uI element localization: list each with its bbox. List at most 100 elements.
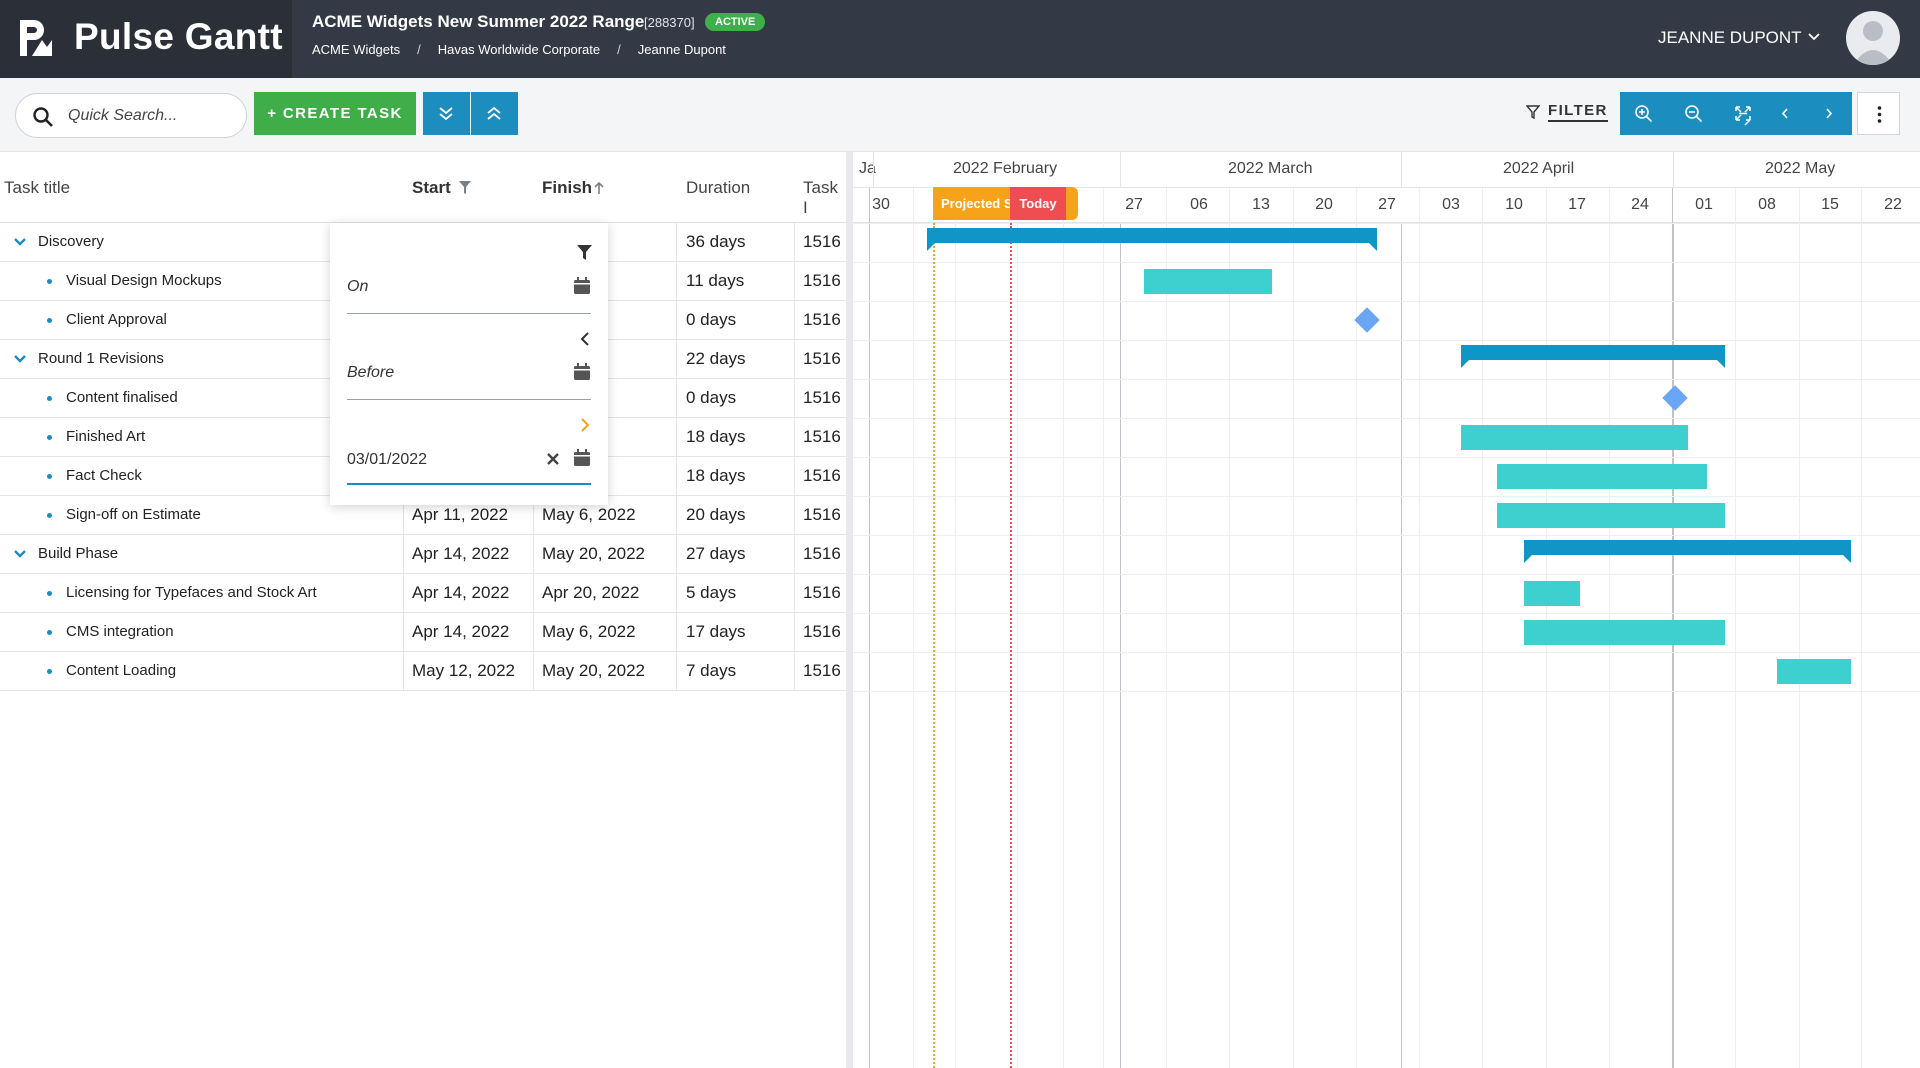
column-divider bbox=[794, 496, 795, 534]
week-label: 24 bbox=[1631, 196, 1649, 213]
projected-start-line bbox=[933, 223, 935, 1068]
task-start[interactable]: Apr 14, 2022 bbox=[412, 583, 510, 602]
task-title[interactable]: Discovery bbox=[38, 233, 104, 250]
task-title[interactable]: Licensing for Typefaces and Stock Art bbox=[66, 584, 317, 601]
task-finish[interactable]: May 6, 2022 bbox=[542, 622, 636, 641]
task-row[interactable]: Content Loading May 12, 2022 May 20, 2022 7… bbox=[0, 652, 846, 691]
task-title[interactable]: Content Loading bbox=[66, 662, 177, 679]
task-duration[interactable]: 17 days bbox=[686, 622, 746, 641]
more-options-button[interactable] bbox=[1857, 92, 1900, 135]
zoom-fit-button[interactable] bbox=[1720, 92, 1766, 135]
zoom-in-button[interactable] bbox=[1620, 92, 1666, 135]
task-duration[interactable]: 0 days bbox=[686, 310, 737, 329]
chevron-down-icon[interactable] bbox=[13, 236, 27, 248]
task-start[interactable]: Apr 14, 2022 bbox=[412, 622, 510, 641]
column-header-start[interactable]: Start bbox=[412, 178, 451, 197]
breadcrumb-company[interactable]: Havas Worldwide Corporate bbox=[437, 42, 601, 57]
calendar-icon[interactable] bbox=[573, 362, 591, 381]
task-finish[interactable]: Apr 20, 2022 bbox=[542, 583, 640, 602]
avatar[interactable] bbox=[1846, 11, 1900, 65]
column-header-title[interactable]: Task title bbox=[4, 178, 71, 197]
task-duration[interactable]: 18 days bbox=[686, 427, 746, 446]
week-gridline bbox=[1356, 188, 1357, 1068]
filter-button[interactable]: FILTER bbox=[1548, 102, 1608, 122]
chevron-down-icon[interactable] bbox=[1807, 30, 1821, 44]
bullet-icon bbox=[47, 474, 52, 479]
calendar-icon[interactable] bbox=[573, 276, 591, 295]
task-duration[interactable]: 20 days bbox=[686, 505, 746, 524]
filter-icon[interactable] bbox=[458, 180, 472, 196]
task-title[interactable]: Client Approval bbox=[66, 311, 167, 328]
collapse-all-button[interactable] bbox=[471, 92, 518, 135]
create-task-button[interactable]: + CREATE TASK bbox=[254, 92, 416, 135]
task-finish[interactable]: May 20, 2022 bbox=[542, 661, 646, 680]
task-start[interactable]: Apr 11, 2022 bbox=[412, 505, 509, 524]
task-start[interactable]: Apr 14, 2022 bbox=[412, 544, 510, 563]
clear-icon[interactable] bbox=[545, 451, 561, 467]
summary-bar[interactable] bbox=[1461, 345, 1725, 368]
month-label: 2022 May bbox=[1765, 160, 1836, 177]
task-bar[interactable] bbox=[1524, 581, 1580, 606]
task-bar[interactable] bbox=[1144, 269, 1272, 294]
task-duration[interactable]: 7 days bbox=[686, 661, 737, 680]
task-title[interactable]: Sign-off on Estimate bbox=[66, 506, 201, 523]
column-header-finish[interactable]: Finish bbox=[542, 178, 593, 197]
today-marker: Today bbox=[1010, 187, 1066, 220]
task-title[interactable]: Build Phase bbox=[38, 545, 119, 562]
task-title[interactable]: Content finalised bbox=[66, 389, 178, 406]
sort-ascending-icon[interactable] bbox=[593, 180, 605, 196]
search-input[interactable] bbox=[68, 104, 238, 128]
task-title[interactable]: CMS integration bbox=[66, 623, 174, 640]
task-row[interactable]: CMS integration Apr 14, 2022 May 6, 2022 17… bbox=[0, 613, 846, 652]
task-bar[interactable] bbox=[1497, 464, 1707, 489]
task-title[interactable]: Visual Design Mockups bbox=[66, 272, 222, 289]
task-row[interactable]: Sign-off on Estimate Apr 11, 2022 May 6, 2… bbox=[0, 496, 846, 535]
task-title[interactable]: Fact Check bbox=[66, 467, 142, 484]
task-finish[interactable]: May 6, 2022 bbox=[542, 505, 636, 524]
milestone-diamond[interactable] bbox=[1354, 307, 1380, 333]
user-menu[interactable]: JEANNE DUPONT bbox=[1658, 28, 1802, 47]
task-row[interactable]: Licensing for Typefaces and Stock Art Apr… bbox=[0, 574, 846, 613]
milestone-diamond[interactable] bbox=[1662, 385, 1688, 411]
quick-search[interactable] bbox=[15, 93, 247, 138]
next-button[interactable] bbox=[1806, 92, 1852, 135]
task-title[interactable]: Round 1 Revisions bbox=[38, 350, 164, 367]
task-bar[interactable] bbox=[1777, 659, 1851, 684]
breadcrumb-owner[interactable]: Jeanne Dupont bbox=[637, 42, 726, 57]
task-bar[interactable] bbox=[1524, 620, 1725, 645]
user-avatar-icon bbox=[1853, 21, 1893, 65]
summary-bar[interactable] bbox=[927, 228, 1377, 251]
task-bar[interactable] bbox=[1497, 503, 1725, 528]
task-duration[interactable]: 22 days bbox=[686, 349, 746, 368]
filter-on-input[interactable] bbox=[347, 313, 591, 314]
task-duration[interactable]: 0 days bbox=[686, 388, 737, 407]
task-duration[interactable]: 27 days bbox=[686, 544, 746, 563]
previous-button[interactable] bbox=[1762, 92, 1808, 135]
breadcrumb-client[interactable]: ACME Widgets bbox=[312, 42, 401, 57]
task-duration[interactable]: 18 days bbox=[686, 466, 746, 485]
grid-splitter[interactable] bbox=[846, 152, 853, 1068]
week-gridline bbox=[1229, 188, 1230, 1068]
filter-before-input[interactable] bbox=[347, 399, 591, 400]
task-title[interactable]: Finished Art bbox=[66, 428, 146, 445]
breadcrumb-separator: / bbox=[617, 42, 621, 57]
task-finish[interactable]: May 20, 2022 bbox=[542, 544, 646, 563]
column-header-duration[interactable]: Duration bbox=[686, 178, 751, 197]
calendar-icon[interactable] bbox=[573, 448, 591, 467]
task-duration[interactable]: 36 days bbox=[686, 232, 746, 251]
column-header-task[interactable]: Task I bbox=[803, 178, 838, 217]
task-duration[interactable]: 11 days bbox=[686, 271, 745, 290]
expand-all-button[interactable] bbox=[423, 92, 470, 135]
filter-after-input[interactable]: 03/01/2022 bbox=[347, 451, 428, 468]
chevron-down-icon[interactable] bbox=[13, 353, 27, 365]
logo[interactable]: Pulse Gantt bbox=[0, 0, 292, 78]
column-divider bbox=[533, 652, 534, 690]
task-bar[interactable] bbox=[1461, 425, 1688, 450]
gantt-chart[interactable]: Ja 2022 February 2022 March 2022 April 2022 … bbox=[853, 152, 1920, 1068]
summary-bar[interactable] bbox=[1524, 540, 1851, 563]
task-group-row[interactable]: Build Phase Apr 14, 2022 May 20, 2022 27 da… bbox=[0, 535, 846, 574]
chevron-down-icon[interactable] bbox=[13, 548, 27, 560]
zoom-out-button[interactable] bbox=[1670, 92, 1716, 135]
task-start[interactable]: May 12, 2022 bbox=[412, 661, 516, 680]
task-duration[interactable]: 5 days bbox=[686, 583, 737, 602]
